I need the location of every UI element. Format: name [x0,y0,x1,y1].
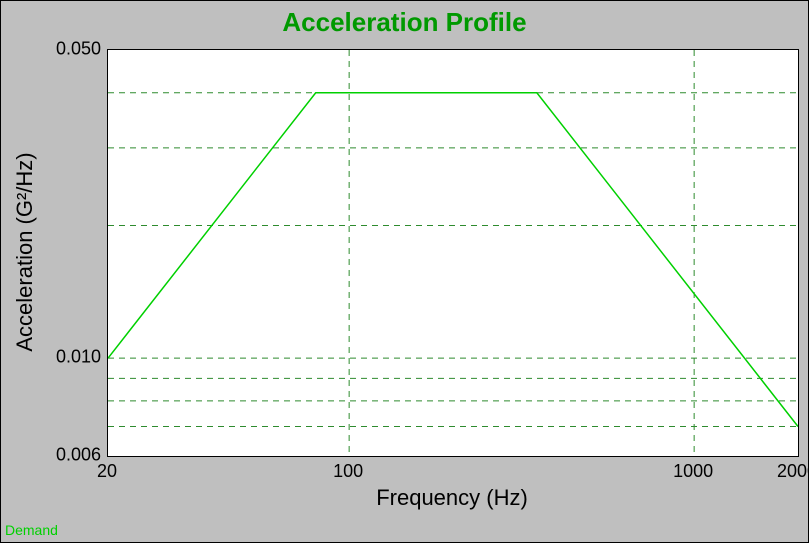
x-tick-label: 1000 [673,461,713,482]
y-axis-label: Acceleration (G²/Hz) [12,152,38,351]
x-axis-label: Frequency (Hz) [107,485,797,511]
legend-demand: Demand [5,522,58,538]
y-tick-label: 0.006 [45,445,101,466]
chart-frame: Acceleration Profile Frequency (Hz) Acce… [0,0,809,543]
y-tick-label: 0.050 [45,39,101,60]
x-tick-label: 2000 [777,461,809,482]
y-tick-label: 0.010 [45,347,101,368]
x-tick-label: 100 [333,461,363,482]
plot-area [107,49,799,457]
plot-svg [108,50,798,456]
chart-title: Acceleration Profile [1,7,808,38]
